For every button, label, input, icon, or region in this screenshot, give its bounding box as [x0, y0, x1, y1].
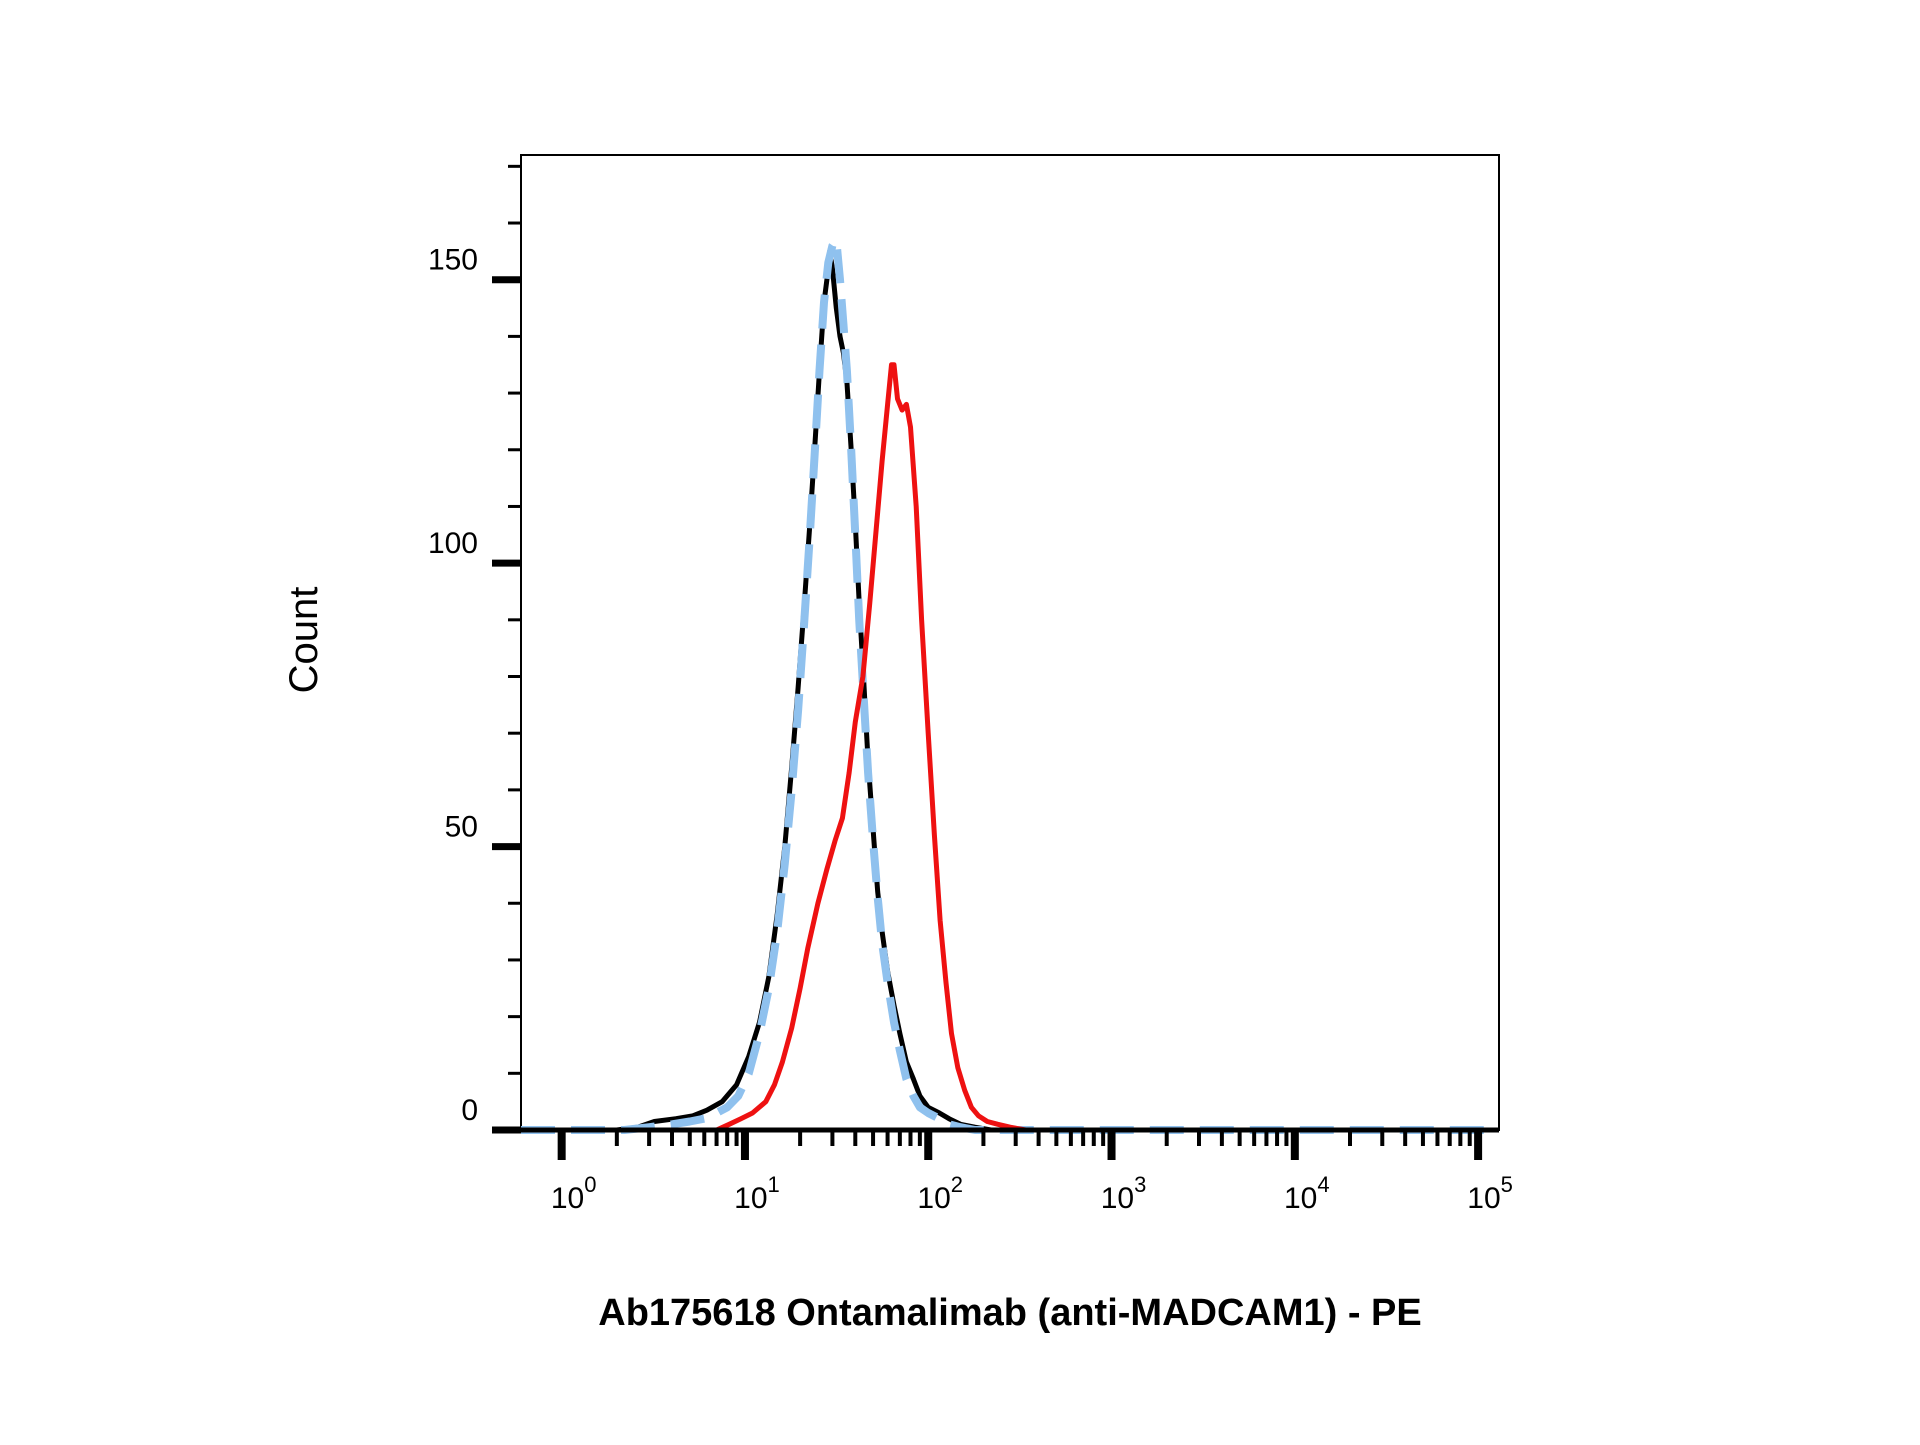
y-tick-label: 0: [461, 1094, 478, 1127]
series-layer: [521, 236, 1499, 1134]
x-tick-label: 105: [1467, 1172, 1513, 1215]
plot-frame: [520, 154, 1500, 1131]
y-tick-label: 150: [428, 244, 478, 277]
series-line-1: [521, 248, 1499, 1133]
x-axis: 100 101 102 103 104 105: [521, 1127, 1513, 1215]
x-axis-label: Ab175618 Ontamalimab (anti-MADCAM1) - PE: [598, 1292, 1422, 1334]
x-tick-label: 102: [917, 1172, 963, 1215]
series-line-2: [521, 236, 1499, 1134]
x-tick-label: 100: [551, 1172, 597, 1215]
series-line-3: [521, 362, 1499, 1133]
y-axis-label: Count: [282, 587, 326, 694]
y-tick-label: 50: [445, 811, 478, 844]
x-tick-label: 103: [1101, 1172, 1147, 1215]
y-axis: 0 50 100 150: [428, 164, 521, 1134]
x-tick-label: 104: [1284, 1172, 1330, 1215]
x-tick-label: 101: [734, 1172, 780, 1215]
y-tick-label: 100: [428, 527, 478, 560]
